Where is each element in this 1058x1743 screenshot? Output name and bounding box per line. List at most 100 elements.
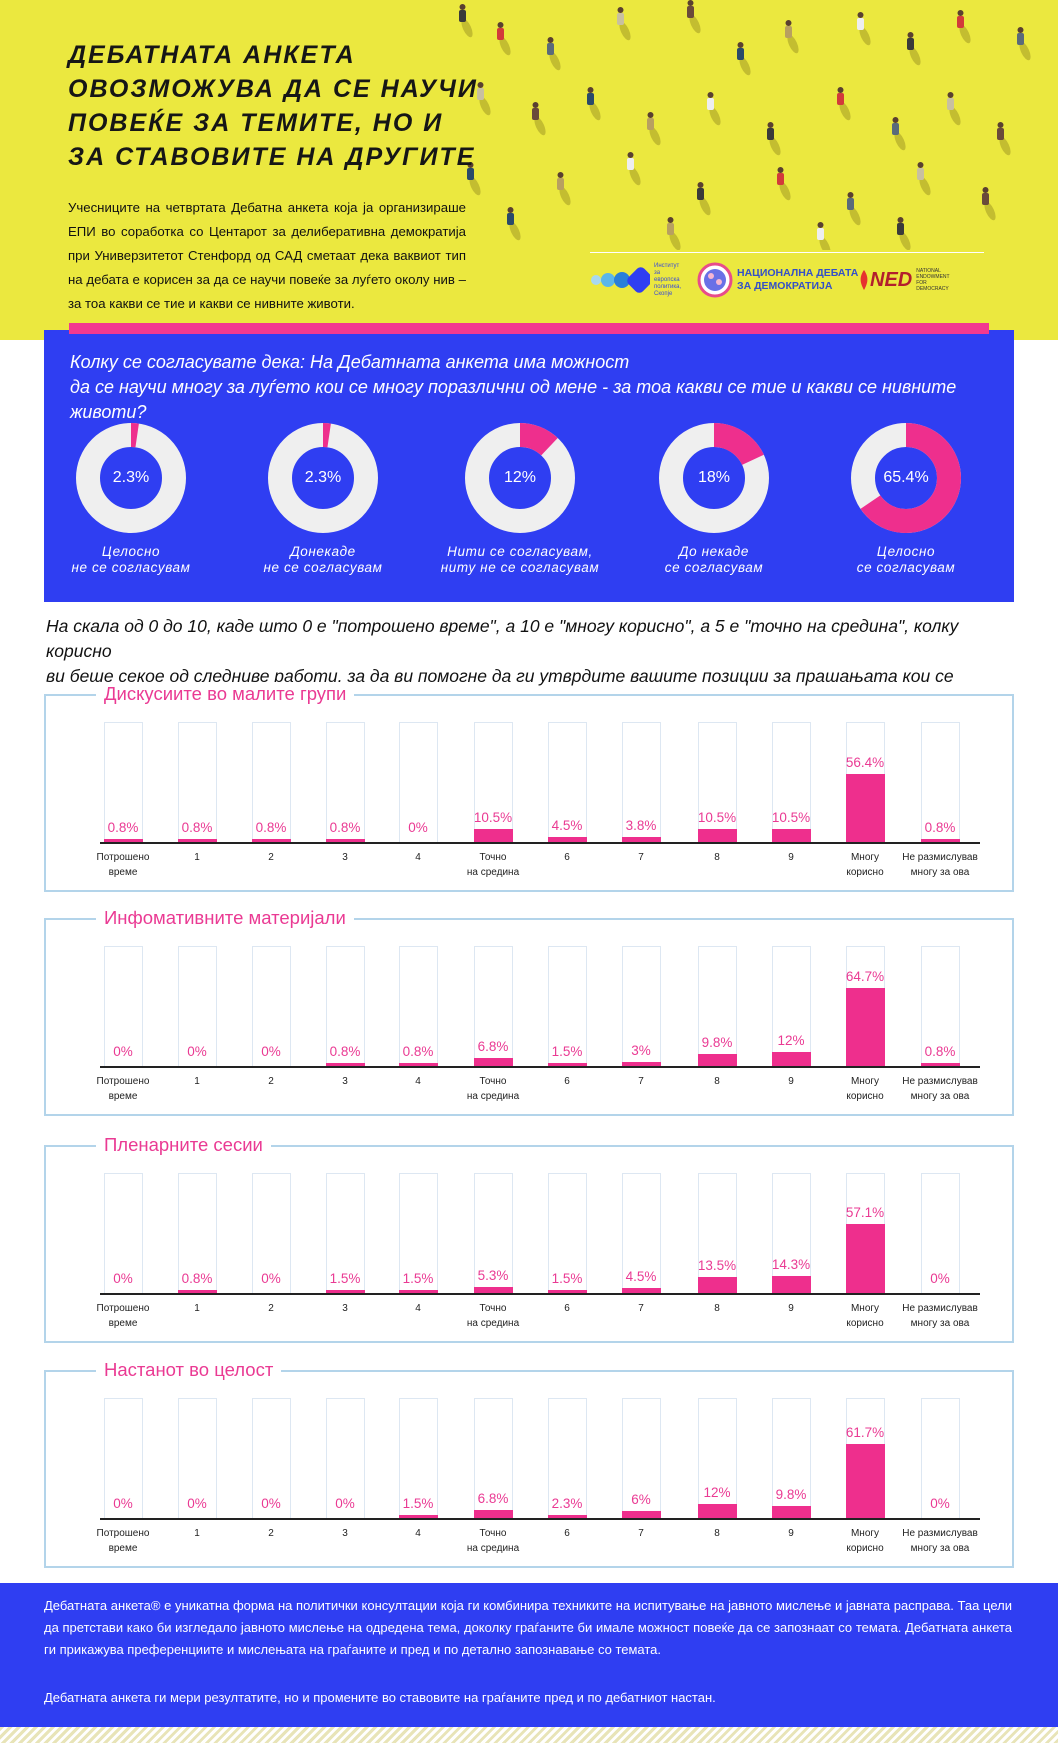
bar-value-label: 3% — [631, 1043, 651, 1059]
bar — [325, 1063, 365, 1066]
logos-divider — [590, 252, 984, 253]
bar — [771, 829, 811, 842]
donut-slice — [465, 423, 575, 533]
donut-label: Целосно не се согласувам — [71, 544, 191, 575]
x-tick-label: 3 — [342, 1076, 348, 1087]
donut-question: Колку се согласувате дека: На Дебатната … — [70, 352, 957, 422]
bar — [547, 1290, 587, 1293]
person-figure — [777, 167, 791, 201]
bar-track — [473, 722, 513, 842]
x-tick-label: Точно на средина — [466, 1076, 520, 1102]
bar-value-label: 4.5% — [625, 1268, 657, 1284]
x-tick-label: 6 — [564, 1303, 570, 1314]
x-tick-label: 3 — [342, 1528, 348, 1539]
bar-value-label: 0.8% — [255, 820, 287, 835]
person-figure — [957, 10, 971, 44]
person-figure — [837, 87, 851, 121]
x-tick-label: 8 — [714, 1076, 720, 1087]
bar-value-label: 1.5% — [402, 1496, 434, 1511]
bar-value-label: 6.8% — [477, 1490, 509, 1506]
x-tick-label: Не размислував многу за ова — [902, 852, 978, 878]
bar-track — [251, 946, 291, 1066]
person-figure — [857, 12, 871, 46]
x-tick-label: 6 — [564, 1076, 570, 1087]
x-tick-label: 4 — [415, 852, 421, 863]
x-tick-label: 7 — [638, 852, 644, 863]
bar-value-label: 10.5% — [697, 810, 737, 826]
x-tick-label: Потрошено време — [96, 1528, 150, 1554]
bar — [920, 839, 960, 842]
bar — [398, 1063, 438, 1066]
donut-value: 2.3% — [304, 469, 342, 486]
bar-track — [325, 946, 365, 1066]
x-tick-label: 8 — [714, 1528, 720, 1539]
x-tick-label: 1 — [194, 1076, 200, 1087]
person-figure — [1017, 27, 1031, 61]
bar — [920, 1063, 960, 1066]
donut-label: Целосно се согласувам — [856, 544, 956, 575]
bar-value-label: 1.5% — [551, 1044, 583, 1059]
bar-value-label: 61.7% — [845, 1424, 885, 1440]
bar-value-label: 9.8% — [775, 1487, 807, 1503]
bar-value-label: 0% — [261, 1271, 281, 1286]
person-figure — [667, 217, 681, 250]
bar-track — [103, 722, 143, 842]
accent-bar — [69, 323, 989, 334]
person-figure — [707, 92, 721, 126]
bar-value-label: 0% — [113, 1496, 133, 1511]
bar-value-label: 0.8% — [181, 820, 213, 835]
bar-value-label: 0% — [335, 1496, 355, 1511]
x-tick-label: Точно на средина — [466, 1303, 520, 1329]
bar-track — [103, 1398, 143, 1518]
bar-value-label: 0.8% — [924, 1044, 956, 1059]
x-tick-label: 2 — [268, 1528, 274, 1539]
person-figure — [785, 20, 799, 54]
bar-track — [398, 1173, 438, 1293]
bar-value-label: 0% — [930, 1496, 950, 1511]
bar-value-label: 0.8% — [402, 1044, 434, 1059]
bar — [845, 774, 885, 842]
footer-paragraph-1: Дебатната анкета® е уникатна форма на по… — [44, 1598, 1012, 1657]
person-figure — [907, 32, 921, 66]
x-tick-label: 7 — [638, 1076, 644, 1087]
intro-text: Учесниците на четвртата Дебатна анкета к… — [68, 200, 466, 311]
x-tick-label: 2 — [268, 1303, 274, 1314]
national-debate-logo-text: НАЦИОНАЛНА ДЕБАТА ЗА ДЕМОКРАТИЈА — [737, 267, 859, 292]
x-tick-label: 7 — [638, 1528, 644, 1539]
donut-slice — [268, 423, 378, 533]
bar — [771, 1051, 811, 1066]
footer-paragraph-2: Дебатната анкета ги мери резултатите, но… — [44, 1690, 716, 1705]
bar — [251, 839, 291, 842]
bar-track — [697, 722, 737, 842]
x-tick-label: 4 — [415, 1528, 421, 1539]
bar-value-label: 13.5% — [697, 1257, 737, 1273]
bar-value-label: 12% — [777, 1032, 805, 1048]
bar-track — [771, 946, 811, 1066]
bar-track — [251, 722, 291, 842]
ned-logo: NED NATIONAL ENDOWMENT FOR DEMOCRACY — [858, 262, 950, 298]
ned-logo-small: NATIONAL ENDOWMENT FOR DEMOCRACY — [916, 268, 950, 292]
x-tick-label: 3 — [342, 1303, 348, 1314]
donut-value: 2.3% — [112, 469, 150, 486]
bar-track — [177, 722, 217, 842]
bar-track — [325, 722, 365, 842]
bar-value-label: 1.5% — [551, 1271, 583, 1286]
person-figure — [737, 42, 751, 76]
bar-track — [920, 1398, 960, 1518]
x-tick-label: 4 — [415, 1303, 421, 1314]
bar-value-label: 6% — [631, 1491, 651, 1507]
bar-track — [103, 1173, 143, 1293]
bar-track — [547, 722, 587, 842]
bar-value-label: 0% — [113, 1271, 133, 1286]
x-tick-label: Не размислував многу за ова — [902, 1528, 978, 1554]
footer: Дебатната анкета® е уникатна форма на по… — [0, 1583, 1058, 1727]
bar-value-label: 0.8% — [329, 820, 361, 835]
x-axis-line — [100, 1066, 980, 1068]
bar — [771, 1506, 811, 1518]
person-figure — [767, 122, 781, 156]
bar-track — [547, 946, 587, 1066]
bar-track — [177, 1398, 217, 1518]
bar — [697, 1503, 737, 1518]
person-figure — [847, 192, 861, 226]
panel-title: Настанот во целост — [96, 1358, 282, 1382]
